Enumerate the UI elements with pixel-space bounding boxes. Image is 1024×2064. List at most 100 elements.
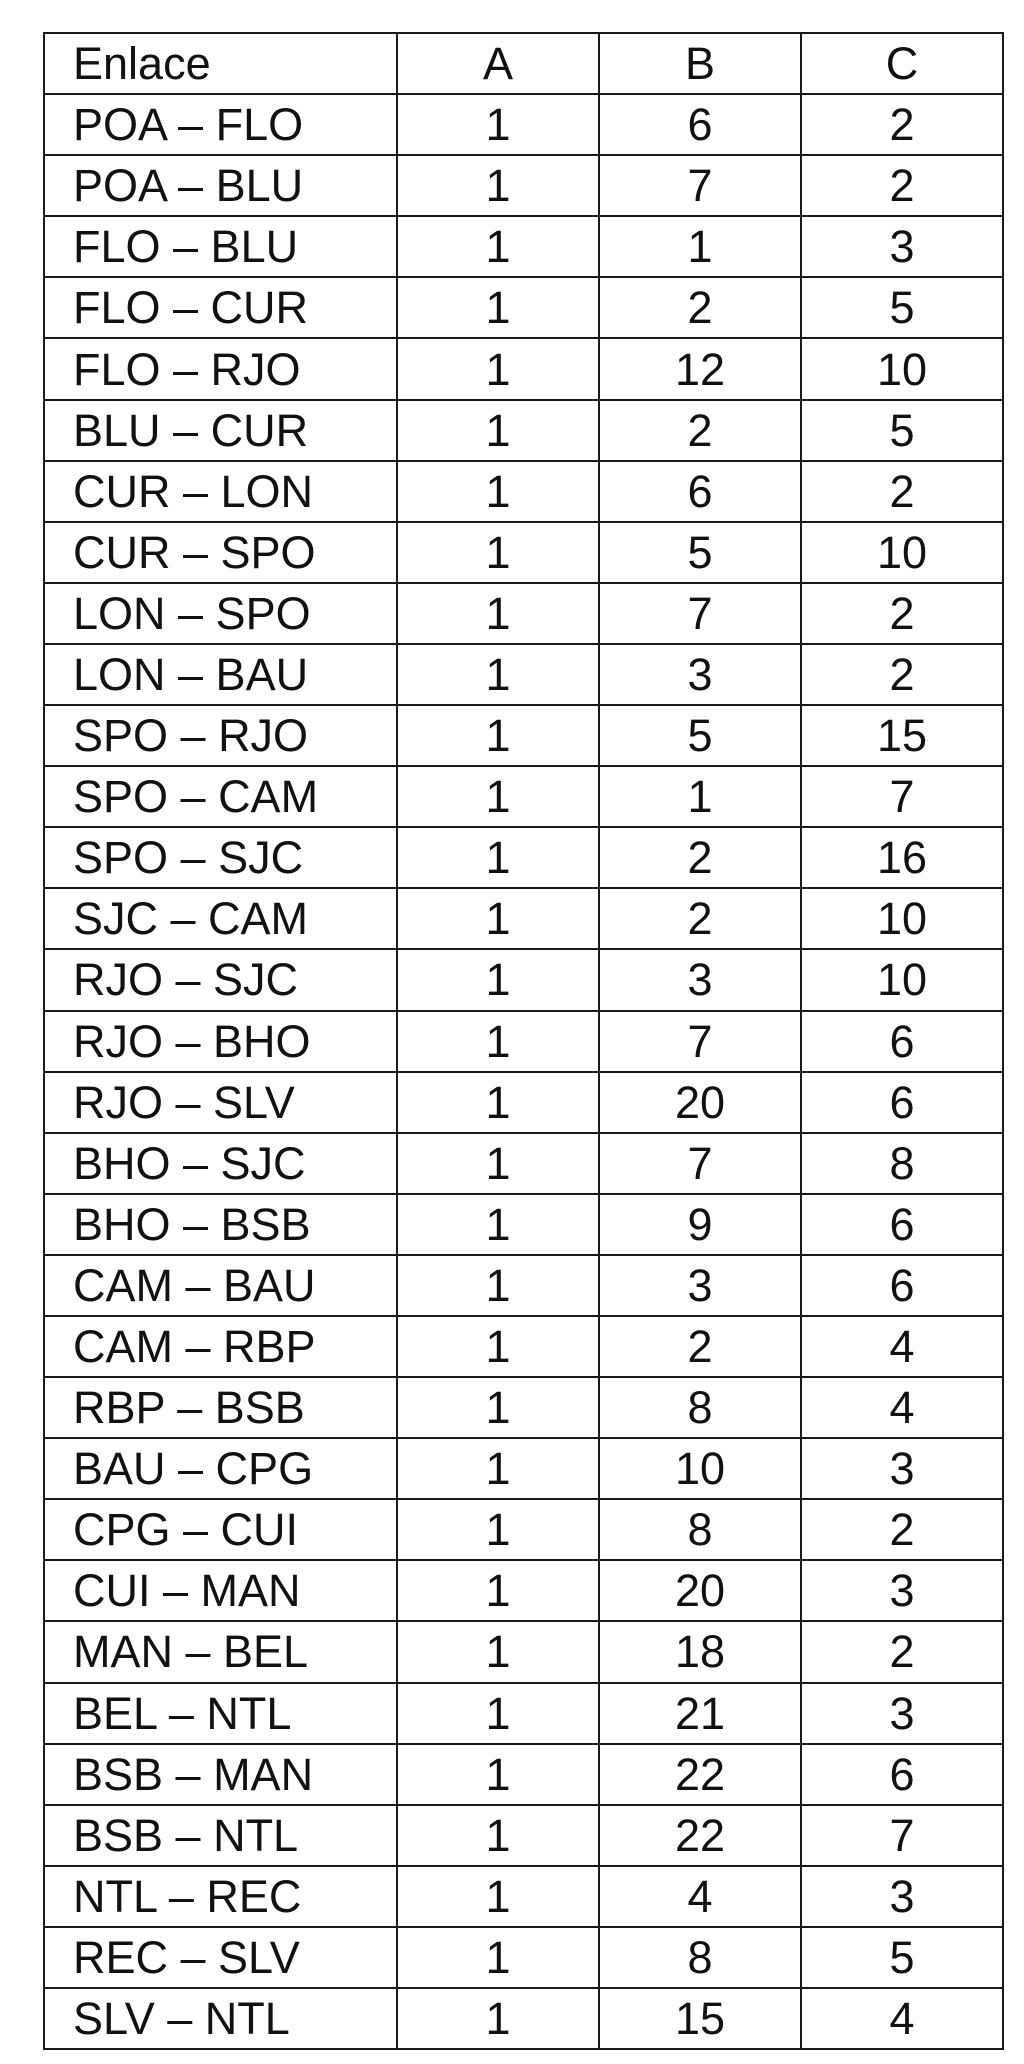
cell-enlace: FLO – BLU <box>43 215 398 279</box>
cell-c: 4 <box>800 1376 1004 1440</box>
cell-a: 1 <box>396 215 600 279</box>
cell-b: 8 <box>598 1376 802 1440</box>
cell-a: 1 <box>396 1070 600 1134</box>
cell-a: 1 <box>396 276 600 340</box>
cell-a: 1 <box>396 93 600 157</box>
cell-a: 1 <box>396 642 600 707</box>
table-row: MAN – BEL 1 18 2 <box>43 1620 1004 1684</box>
cell-b: 15 <box>598 1986 802 2051</box>
cell-c: 5 <box>800 276 1004 340</box>
table-row: FLO – CUR 1 2 5 <box>43 276 1004 340</box>
cell-c: 2 <box>800 1620 1004 1684</box>
table-row: CAM – BAU 1 3 6 <box>43 1253 1004 1317</box>
cell-enlace: MAN – BEL <box>43 1620 398 1684</box>
cell-a: 1 <box>396 1620 600 1684</box>
cell-enlace: RBP – BSB <box>43 1376 398 1440</box>
cell-a: 1 <box>396 1986 600 2051</box>
cell-a: 1 <box>396 1498 600 1562</box>
header-a: A <box>396 31 600 96</box>
cell-a: 1 <box>396 1376 600 1440</box>
cell-c: 3 <box>800 1437 1004 1501</box>
cell-a: 1 <box>396 1925 600 1990</box>
cell-enlace: CUR – LON <box>43 459 398 523</box>
cell-c: 3 <box>800 1681 1004 1745</box>
cell-b: 2 <box>598 398 802 462</box>
table-row: REC – SLV 1 8 5 <box>43 1925 1004 1990</box>
cell-c: 7 <box>800 1803 1004 1867</box>
table-row: FLO – BLU 1 1 3 <box>43 215 1004 279</box>
cell-b: 20 <box>598 1070 802 1134</box>
table-row: BLU – CUR 1 2 5 <box>43 398 1004 462</box>
cell-b: 22 <box>598 1803 802 1867</box>
cell-a: 1 <box>396 1803 600 1867</box>
cell-a: 1 <box>396 826 600 890</box>
cell-c: 16 <box>800 826 1004 890</box>
table-row: POA – BLU 1 7 2 <box>43 154 1004 218</box>
cell-b: 6 <box>598 459 802 523</box>
table-row: CAM – RBP 1 2 4 <box>43 1314 1004 1379</box>
table-row: RJO – SLV 1 20 6 <box>43 1070 1004 1134</box>
cell-b: 8 <box>598 1925 802 1990</box>
table-row: SPO – RJO 1 5 15 <box>43 704 1004 768</box>
cell-c: 5 <box>800 398 1004 462</box>
header-c: C <box>800 31 1004 96</box>
cell-c: 8 <box>800 1131 1004 1195</box>
cell-c: 6 <box>800 1742 1004 1806</box>
cell-c: 3 <box>800 1559 1004 1623</box>
cell-b: 2 <box>598 826 802 890</box>
cell-c: 4 <box>800 1314 1004 1379</box>
cell-enlace: CAM – RBP <box>43 1314 398 1379</box>
cell-b: 7 <box>598 1131 802 1195</box>
cell-b: 7 <box>598 154 802 218</box>
cell-a: 1 <box>396 459 600 523</box>
cell-a: 1 <box>396 1437 600 1501</box>
cell-a: 1 <box>396 337 600 401</box>
cell-enlace: BSB – NTL <box>43 1803 398 1867</box>
table-row: BEL – NTL 1 21 3 <box>43 1681 1004 1745</box>
cell-enlace: FLO – RJO <box>43 337 398 401</box>
cell-c: 3 <box>800 1864 1004 1928</box>
cell-c: 6 <box>800 1192 1004 1256</box>
cell-a: 1 <box>396 581 600 645</box>
cell-b: 12 <box>598 337 802 401</box>
table-row: BSB – MAN 1 22 6 <box>43 1742 1004 1806</box>
link-table: Enlace A B C POA – FLO 1 6 2 POA – BLU 1 7 2 FLO… <box>43 31 1004 2051</box>
table-row: RBP – BSB 1 8 4 <box>43 1376 1004 1440</box>
cell-b: 2 <box>598 887 802 951</box>
cell-enlace: CPG – CUI <box>43 1498 398 1562</box>
table-row: SJC – CAM 1 2 10 <box>43 887 1004 951</box>
cell-a: 1 <box>396 520 600 584</box>
cell-a: 1 <box>396 1009 600 1073</box>
cell-enlace: SJC – CAM <box>43 887 398 951</box>
cell-enlace: REC – SLV <box>43 1925 398 1990</box>
cell-c: 6 <box>800 1009 1004 1073</box>
table-body: POA – FLO 1 6 2 POA – BLU 1 7 2 FLO – BLU 1 1 3 FLO … <box>43 93 1004 2051</box>
cell-enlace: SLV – NTL <box>43 1986 398 2051</box>
cell-c: 2 <box>800 1498 1004 1562</box>
table-row: LON – BAU 1 3 2 <box>43 642 1004 707</box>
cell-b: 21 <box>598 1681 802 1745</box>
cell-b: 20 <box>598 1559 802 1623</box>
table-header-row: Enlace A B C <box>43 31 1004 96</box>
table-row: SPO – SJC 1 2 16 <box>43 826 1004 890</box>
cell-a: 1 <box>396 1131 600 1195</box>
cell-c: 3 <box>800 215 1004 279</box>
cell-enlace: LON – SPO <box>43 581 398 645</box>
table-row: NTL – REC 1 4 3 <box>43 1864 1004 1928</box>
cell-c: 5 <box>800 1925 1004 1990</box>
cell-c: 10 <box>800 948 1004 1012</box>
cell-enlace: LON – BAU <box>43 642 398 707</box>
cell-enlace: SPO – CAM <box>43 765 398 829</box>
cell-b: 9 <box>598 1192 802 1256</box>
cell-c: 10 <box>800 337 1004 401</box>
cell-enlace: CAM – BAU <box>43 1253 398 1317</box>
cell-c: 15 <box>800 704 1004 768</box>
table-row: POA – FLO 1 6 2 <box>43 93 1004 157</box>
table-row: CUI – MAN 1 20 3 <box>43 1559 1004 1623</box>
cell-b: 5 <box>598 520 802 584</box>
cell-enlace: RJO – SLV <box>43 1070 398 1134</box>
cell-enlace: NTL – REC <box>43 1864 398 1928</box>
cell-b: 2 <box>598 1314 802 1379</box>
table-row: LON – SPO 1 7 2 <box>43 581 1004 645</box>
cell-b: 3 <box>598 948 802 1012</box>
